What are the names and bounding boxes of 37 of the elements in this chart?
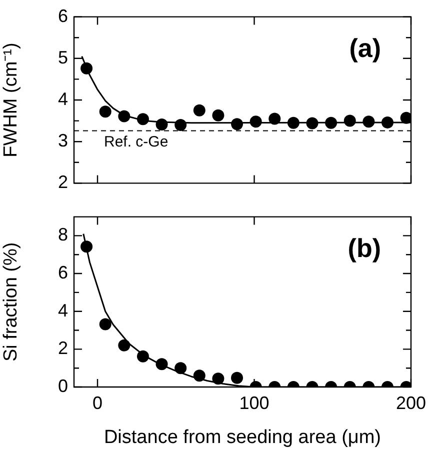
point xyxy=(306,117,318,130)
y-tick-label: 2 xyxy=(58,172,68,192)
x-axis-title: Distance from seeding area (μm) xyxy=(104,426,382,448)
point xyxy=(80,62,93,74)
y-tick-label: 0 xyxy=(58,376,68,396)
point xyxy=(99,106,112,118)
annotation: (a) xyxy=(349,32,381,63)
annotation: (b) xyxy=(348,232,381,263)
point xyxy=(136,113,149,126)
y-tick-label: 8 xyxy=(58,224,68,245)
ref-line-label: Ref. c-Ge xyxy=(104,133,168,150)
y-tick-label: 2 xyxy=(58,338,68,358)
y-tick-label: 4 xyxy=(58,88,68,109)
point xyxy=(118,110,130,122)
y-tick-label: 3 xyxy=(58,130,68,151)
y-tick-label: 5 xyxy=(58,47,68,68)
y-axis-title: FWHM (cm⁻¹) xyxy=(0,42,22,158)
point xyxy=(212,109,224,122)
point xyxy=(381,116,394,128)
point xyxy=(362,116,375,128)
point xyxy=(193,104,206,116)
point xyxy=(174,118,187,131)
point xyxy=(156,118,168,131)
point xyxy=(325,116,338,129)
y-tick-label: 4 xyxy=(58,300,68,320)
point xyxy=(250,116,262,128)
y-tick-label: 6 xyxy=(58,6,68,26)
point xyxy=(268,112,281,125)
point xyxy=(400,112,411,124)
y-axis-title: Si fraction (%) xyxy=(0,242,22,362)
y-tick-label: 6 xyxy=(58,262,68,282)
x-tick-label: 0 xyxy=(92,392,103,413)
point xyxy=(287,116,300,129)
point xyxy=(231,118,244,130)
x-tick-label: 100 xyxy=(239,392,270,413)
x-tick-label: 200 xyxy=(396,392,426,413)
point xyxy=(344,114,356,127)
